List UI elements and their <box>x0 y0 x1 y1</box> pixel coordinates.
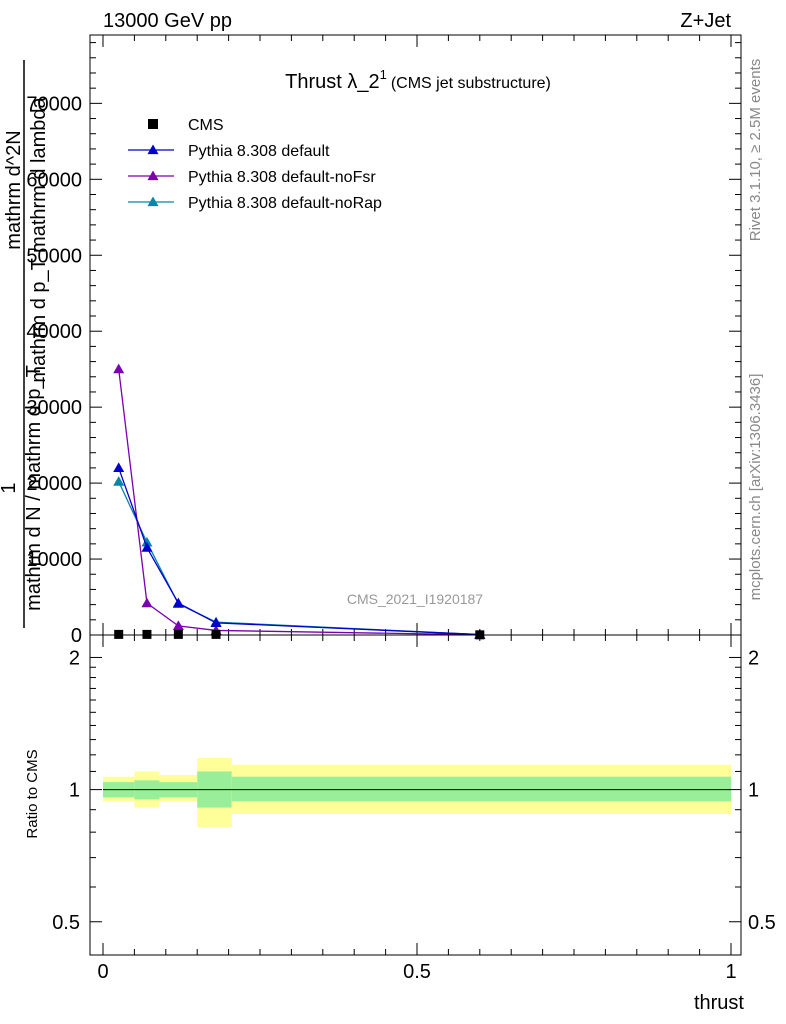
rivet-label: Rivet 3.1.10, ≥ 2.5M events <box>747 59 764 242</box>
process-label: Z+Jet <box>680 10 731 32</box>
ratio-ylabel: Ratio to CMS <box>24 749 41 838</box>
watermark: CMS_2021_I1920187 <box>347 591 483 607</box>
ylabel-line-two: mathrm d N / mathrm d p_T <box>23 365 45 611</box>
mcplots-label: mcplots.cern.ch [arXiv:1306.3436] <box>747 374 764 601</box>
ratio-band-inner <box>231 776 732 802</box>
data-point-pythia-8-308-default-norap <box>113 476 125 486</box>
data-point-cms <box>173 629 183 639</box>
data-point-cms <box>114 629 124 639</box>
ylabel-line-four: mathrm d p_T mathrm d lambda <box>28 96 50 382</box>
data-point-pythia-8-308-default <box>113 462 125 473</box>
legend: CMS Pythia 8.308 default Pythia 8.308 defa… <box>128 117 382 212</box>
main-ytick-label: 10000 <box>26 549 82 571</box>
data-point-cms <box>142 629 152 639</box>
main-ytick-label: 50000 <box>26 245 82 267</box>
ylabel-line-one: 1 <box>0 482 20 493</box>
main-panel: 0 10000 20000 30000 40000 50000 60000 70000 Thr… <box>0 34 742 647</box>
series-line-pythia-8-308-default-norap <box>118 481 480 636</box>
legend-label: Pythia 8.308 default-noFsr <box>188 169 376 186</box>
legend-marker-cms <box>148 119 158 129</box>
main-ytick-label: 30000 <box>26 397 82 419</box>
data-point-cms <box>211 629 221 639</box>
data-point-pythia-8-308-default-norap <box>141 536 153 547</box>
legend-marker-pythia-8-308-default-nofsr <box>147 170 159 181</box>
data-point-pythia-8-308-default <box>172 597 184 608</box>
ratio-panel: 0.5 0.5 1 1 2 2 0 0.5 1 Ratio to CMS thrust <box>24 634 776 1014</box>
legend-marker-pythia-8-308-default-norap <box>147 196 159 207</box>
main-title: Thrust λ_21 (CMS jet substructure) <box>285 67 551 93</box>
data-point-pythia-8-308-default <box>210 617 222 627</box>
main-axes: 0 10000 20000 30000 40000 50000 60000 70000 <box>26 35 741 647</box>
xtick-label: 0.5 <box>403 961 431 983</box>
main-series-group <box>113 363 486 640</box>
ratio-axes: 0.5 0.5 1 1 2 2 0 0.5 1 <box>52 635 776 983</box>
energy-label: 13000 GeV pp <box>103 10 232 32</box>
ratio-ytick-label-right: 0.5 <box>748 912 776 934</box>
data-point-pythia-8-308-default-nofsr <box>141 597 153 608</box>
ratio-ytick-label: 2 <box>69 647 80 669</box>
main-ytick-label: 60000 <box>26 169 82 191</box>
ratio-ytick-label: 1 <box>69 780 80 802</box>
main-ytick-label: 20000 <box>26 473 82 495</box>
ratio-ytick-label: 0.5 <box>52 912 80 934</box>
title-subtitle: (CMS jet substructure) <box>391 75 551 92</box>
ratio-ytick-label-right: 2 <box>748 647 759 669</box>
xtick-label: 0 <box>97 961 108 983</box>
legend-label: Pythia 8.308 default <box>188 143 330 160</box>
xaxis-label: thrust <box>694 992 744 1014</box>
data-point-pythia-8-308-default-nofsr <box>113 363 125 374</box>
ratio-bands <box>103 758 732 828</box>
ylabel-line-three: mathrm d^2N <box>3 130 25 249</box>
legend-marker-pythia-8-308-default <box>147 144 159 155</box>
main-ytick-label: 0 <box>71 625 82 647</box>
data-point-pythia-8-308-default-nofsr <box>172 620 184 631</box>
ratio-frame <box>89 634 742 956</box>
main-ylabel: 1 mathrm d N / mathrm d p_T mathrm d^2N … <box>0 60 50 628</box>
series-line-pythia-8-308-default <box>118 467 480 636</box>
main-ytick-label: 70000 <box>26 93 82 115</box>
ratio-ytick-label-right: 1 <box>748 780 759 802</box>
legend-label: Pythia 8.308 default-noRap <box>188 195 382 212</box>
title-main: Thrust λ_2 <box>285 71 379 93</box>
data-point-pythia-8-308-default <box>141 542 153 552</box>
xtick-label: 1 <box>725 961 736 983</box>
main-ytick-label: 40000 <box>26 321 82 343</box>
legend-label: CMS <box>188 117 224 134</box>
title-superscript: 1 <box>380 67 387 82</box>
